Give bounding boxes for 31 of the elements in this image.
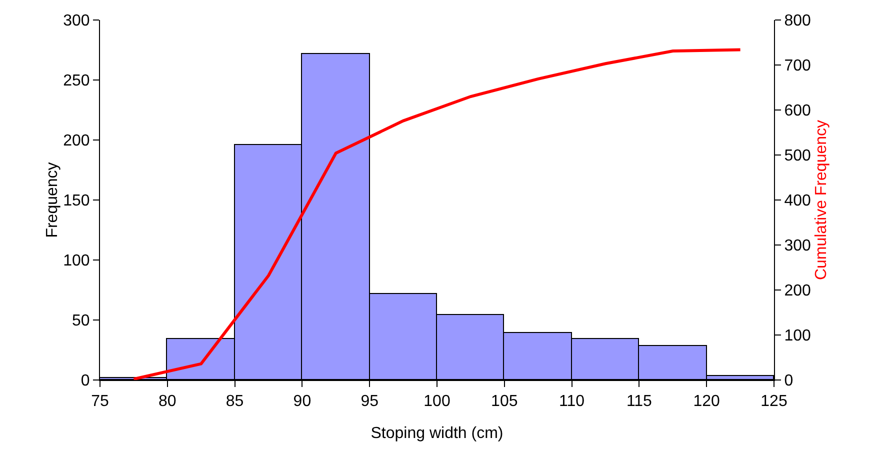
y2-axis-title: Cumulative Frequency [812,120,830,280]
y-tick-label: 150 [63,192,90,210]
x-tick-label: 75 [91,393,109,410]
x-tick-label: 125 [760,393,788,410]
y-tick-label: 250 [63,72,90,90]
x-tick-label: 90 [293,393,312,410]
x-tick-label: 100 [424,393,450,410]
y2-tick-label: 100 [784,328,811,345]
y2-tick-label: 0 [784,372,794,390]
x-tick-label: 85 [226,393,244,410]
y-tick-label: 50 [72,312,90,330]
y-tick-label: 0 [80,372,90,390]
x-tick-label: 95 [360,393,379,410]
x-tick-label: 110 [559,393,585,410]
y2-tick-label: 600 [784,102,811,120]
y-tick-label: 200 [63,132,90,150]
y-tick-label: 100 [63,252,90,270]
y2-tick-label: 800 [784,12,811,30]
y2-tick-label: 500 [784,148,811,165]
x-axis-title: Stoping width (cm) [370,425,504,442]
y2-tick-label: 700 [784,58,811,75]
y2-tick-label: 400 [784,192,811,210]
y2-tick-label: 300 [784,238,811,255]
x-tick-label: 80 [158,393,176,410]
y2-tick-label: 200 [784,282,811,300]
x-tick-label: 115 [626,393,652,410]
x-tick-label: 105 [491,393,518,410]
y-tick-label: 300 [63,12,90,30]
x-tick-label: 120 [693,393,720,410]
y-axis-title: Frequency [44,162,62,238]
line-series [132,48,742,380]
